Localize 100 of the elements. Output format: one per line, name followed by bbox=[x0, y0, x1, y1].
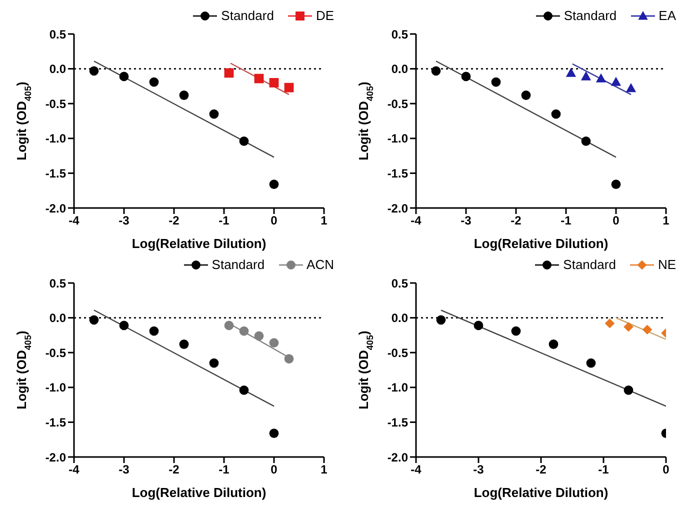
point bbox=[491, 77, 501, 87]
x-tick-label: -1 bbox=[218, 214, 230, 228]
y-tick-label: -2.0 bbox=[387, 201, 408, 216]
point bbox=[224, 68, 234, 78]
y-tick-label: 0.5 bbox=[49, 27, 66, 42]
point bbox=[239, 136, 249, 146]
point bbox=[149, 326, 159, 336]
point bbox=[624, 385, 634, 395]
x-tick-label: -1 bbox=[598, 462, 610, 477]
point bbox=[511, 326, 521, 336]
point bbox=[611, 77, 621, 86]
legend-label: Standard bbox=[563, 257, 616, 272]
x-tick-label: 1 bbox=[662, 214, 670, 228]
y-tick-label: -0.5 bbox=[387, 96, 408, 111]
y-tick-label: -1.0 bbox=[387, 132, 408, 146]
point bbox=[269, 338, 279, 348]
point bbox=[284, 354, 294, 364]
point bbox=[209, 109, 219, 119]
point bbox=[269, 428, 279, 438]
y-tick-label: 0.5 bbox=[49, 276, 66, 290]
point bbox=[179, 90, 189, 100]
x-tick-label: -4 bbox=[68, 214, 80, 228]
point bbox=[436, 315, 446, 325]
point bbox=[605, 318, 614, 328]
point bbox=[269, 78, 279, 88]
point bbox=[431, 66, 441, 76]
point bbox=[239, 326, 249, 336]
legend-label: EA bbox=[658, 8, 676, 23]
point bbox=[596, 74, 606, 82]
y-tick-label: -1.0 bbox=[45, 132, 66, 146]
x-axis-title: Log(Relative Dilution) bbox=[132, 236, 266, 251]
x-tick-label: -3 bbox=[118, 214, 130, 228]
point bbox=[581, 72, 591, 80]
point bbox=[89, 315, 99, 325]
y-tick-label: -0.5 bbox=[45, 346, 66, 360]
point bbox=[551, 109, 561, 119]
point bbox=[611, 180, 621, 190]
x-tick-label: -2 bbox=[168, 214, 180, 228]
y-tick-label: -1.5 bbox=[45, 415, 66, 430]
point bbox=[89, 66, 99, 76]
point bbox=[239, 385, 249, 395]
legend-label: DE bbox=[316, 8, 334, 23]
y-tick-label: 0.5 bbox=[391, 276, 408, 290]
x-axis-title: Log(Relative Dilution) bbox=[132, 485, 266, 500]
y-tick-label: -0.5 bbox=[387, 346, 408, 360]
x-tick-label: -1 bbox=[560, 214, 572, 228]
x-tick-label: 1 bbox=[320, 462, 328, 477]
x-tick-label: 1 bbox=[320, 214, 328, 228]
x-axis-title: Log(Relative Dilution) bbox=[474, 485, 608, 500]
point bbox=[624, 322, 634, 332]
x-tick-label: -1 bbox=[218, 462, 230, 477]
point bbox=[284, 82, 294, 92]
point bbox=[179, 340, 189, 349]
y-tick-label: 0.5 bbox=[391, 27, 408, 42]
legend-label: Standard bbox=[212, 257, 265, 272]
y-tick-label: -0.5 bbox=[45, 96, 66, 111]
y-tick-label: 0.0 bbox=[391, 311, 408, 326]
point bbox=[119, 72, 129, 82]
point bbox=[119, 320, 129, 330]
point bbox=[224, 320, 234, 330]
y-tick-label: -1.0 bbox=[387, 380, 408, 395]
y-tick-label: -2.0 bbox=[45, 201, 66, 216]
y-tick-label: -1.5 bbox=[387, 166, 408, 180]
point bbox=[642, 324, 652, 334]
x-tick-label: 0 bbox=[270, 214, 278, 228]
legend-label: ACN bbox=[306, 257, 334, 272]
y-tick-label: -2.0 bbox=[45, 450, 66, 464]
point bbox=[209, 358, 219, 368]
point bbox=[269, 180, 279, 190]
point bbox=[254, 331, 264, 341]
point bbox=[149, 77, 159, 87]
x-tick-label: -4 bbox=[68, 462, 80, 477]
x-tick-label: -3 bbox=[118, 462, 130, 477]
y-tick-label: -1.0 bbox=[45, 380, 66, 395]
legend-label: Standard bbox=[221, 8, 274, 23]
point bbox=[626, 84, 636, 92]
x-tick-label: -2 bbox=[168, 462, 180, 477]
x-tick-label: -2 bbox=[510, 214, 522, 228]
legend-label: NE bbox=[658, 257, 676, 272]
point bbox=[461, 72, 471, 82]
x-tick-label: -4 bbox=[410, 462, 422, 477]
point bbox=[586, 358, 596, 368]
point bbox=[474, 320, 484, 330]
x-axis-title: Log(Relative Dilution) bbox=[474, 236, 608, 251]
y-tick-label: -1.5 bbox=[45, 166, 66, 180]
y-tick-label: -1.5 bbox=[387, 415, 408, 430]
y-tick-label: -2.0 bbox=[387, 450, 408, 464]
y-tick-label: 0.0 bbox=[391, 62, 408, 76]
x-tick-label: -3 bbox=[473, 462, 484, 477]
y-tick-label: 0.0 bbox=[49, 311, 66, 326]
y-tick-label: 0.0 bbox=[49, 62, 66, 76]
x-tick-label: -4 bbox=[410, 214, 422, 228]
x-tick-label: 0 bbox=[662, 462, 670, 477]
point bbox=[566, 68, 576, 77]
x-tick-label: -2 bbox=[536, 462, 547, 477]
x-tick-label: 0 bbox=[270, 462, 278, 477]
point bbox=[254, 74, 264, 84]
point bbox=[548, 340, 558, 349]
x-tick-label: 0 bbox=[612, 214, 620, 228]
point bbox=[521, 90, 531, 100]
